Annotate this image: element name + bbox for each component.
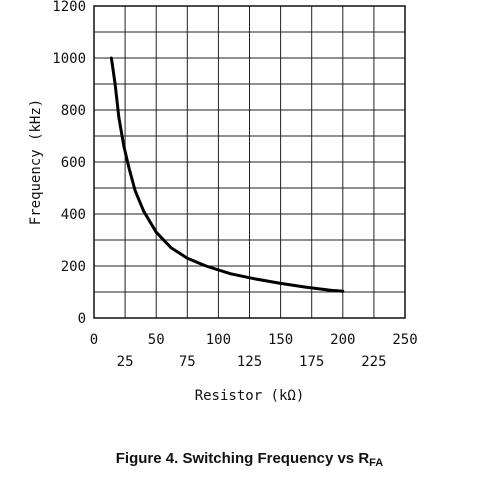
y-tick-label: 1000: [52, 51, 86, 67]
x-tick-labels: 0 50 100 150 200 250 25 75 125 175 225: [90, 332, 418, 370]
grid: [93, 5, 406, 319]
y-tick-label: 200: [61, 259, 86, 275]
x-tick-label: 250: [392, 332, 417, 348]
y-tick-labels: 0 200 400 600 800 1000 1200: [52, 0, 86, 327]
x-tick-label: 50: [148, 332, 165, 348]
y-tick-label: 0: [78, 311, 86, 327]
series-line: [109, 56, 345, 293]
y-tick-label: 1200: [52, 0, 86, 15]
x-tick-label: 175: [299, 354, 324, 370]
y-tick-label: 800: [61, 103, 86, 119]
caption-text: Figure 4. Switching Frequency vs R: [115, 450, 370, 467]
caption-subscript: FA: [369, 457, 384, 469]
x-tick-label: 75: [179, 354, 196, 370]
x-tick-label: 100: [206, 332, 231, 348]
x-tick-label: 125: [237, 354, 262, 370]
x-tick-label: 0: [90, 332, 98, 348]
figure-caption: Figure 4. Switching Frequency vs RFA: [0, 450, 499, 469]
y-tick-label: 600: [61, 155, 86, 171]
x-tick-label: 225: [361, 354, 386, 370]
x-tick-label: 200: [330, 332, 355, 348]
plot-frame: [93, 5, 406, 319]
series-layer: [109, 56, 345, 293]
y-axis-title: Frequency (kHz): [28, 99, 44, 225]
x-tick-label: 150: [268, 332, 293, 348]
x-axis-title: Resistor (kΩ): [195, 388, 305, 404]
y-tick-label: 400: [61, 207, 86, 223]
x-tick-label: 25: [117, 354, 134, 370]
